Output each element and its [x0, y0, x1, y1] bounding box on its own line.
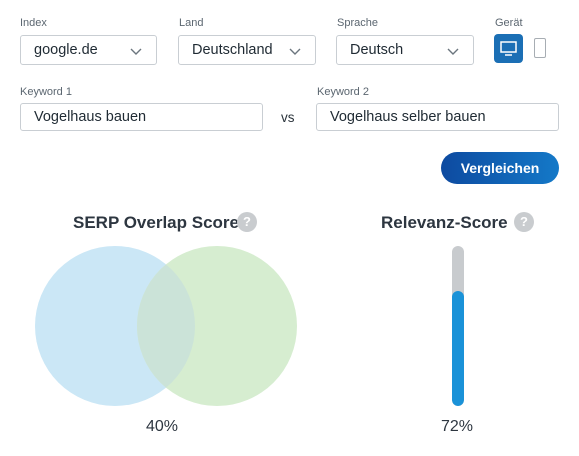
index-value: google.de — [34, 42, 98, 58]
desktop-icon — [500, 41, 517, 56]
relevance-bar-fill — [452, 290, 464, 406]
sprache-value: Deutsch — [350, 42, 404, 58]
chevron-down-icon — [130, 48, 142, 55]
device-desktop-button[interactable] — [494, 34, 523, 63]
overlap-help-icon[interactable]: ? — [237, 212, 257, 232]
relevance-bar-track — [452, 246, 464, 406]
land-label: Land — [179, 17, 204, 29]
keyword1-value: Vogelhaus bauen — [34, 109, 147, 125]
relevance-title: Relevanz-Score — [381, 213, 508, 232]
keyword2-value: Vogelhaus selber bauen — [330, 109, 486, 125]
compare-button[interactable]: Vergleichen — [441, 152, 559, 184]
keyword1-input[interactable]: Vogelhaus bauen — [20, 103, 263, 131]
index-select[interactable]: google.de — [20, 35, 157, 65]
land-select[interactable]: Deutschland — [178, 35, 316, 65]
chevron-down-icon — [447, 48, 459, 55]
index-label: Index — [20, 17, 47, 29]
sprache-select[interactable]: Deutsch — [336, 35, 474, 65]
relevance-help-icon[interactable]: ? — [514, 212, 534, 232]
land-value: Deutschland — [192, 42, 273, 58]
keyword2-label: Keyword 2 — [317, 86, 369, 98]
relevance-score-value: 72% — [441, 418, 474, 435]
geraet-label: Gerät — [495, 17, 523, 29]
keyword2-input[interactable]: Vogelhaus selber bauen — [316, 103, 559, 131]
overlap-title: SERP Overlap Score — [73, 213, 239, 232]
sprache-label: Sprache — [337, 17, 378, 29]
device-mobile-button[interactable] — [534, 38, 546, 58]
keyword1-label: Keyword 1 — [20, 86, 72, 98]
vs-label: vs — [281, 110, 295, 125]
chevron-down-icon — [289, 48, 301, 55]
overlap-score-value: 40% — [146, 418, 179, 435]
